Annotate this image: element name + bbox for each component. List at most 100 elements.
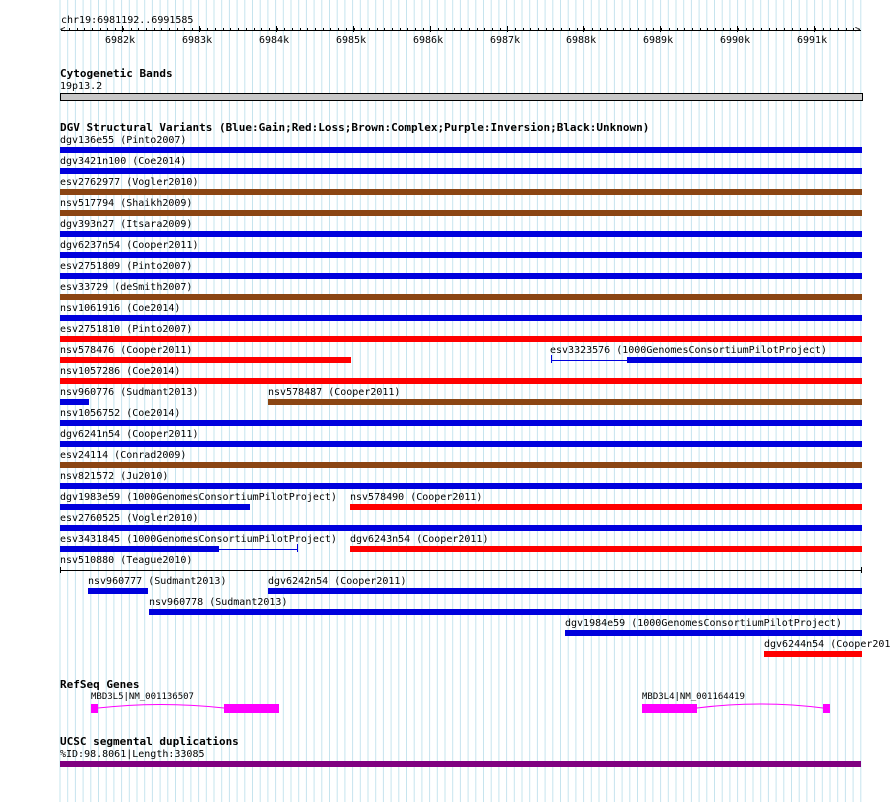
dgv-feature-label[interactable]: nsv578490 (Cooper2011) (350, 492, 483, 503)
dgv-feature-label[interactable]: esv2760525 (Vogler2010) (60, 513, 199, 524)
ruler-tick-label: 6984k (259, 35, 290, 46)
ruler-major-tick (122, 26, 123, 32)
dgv-feature-label[interactable]: esv33729 (deSmith2007) (60, 282, 193, 293)
gene-label-mbd3l4[interactable]: MBD3L4|NM_001164419 (642, 692, 745, 702)
dgv-feature-bar[interactable] (60, 252, 862, 258)
dgv-feature-label[interactable]: nsv960777 (Sudmant2013) (88, 576, 227, 587)
dgv-feature-label[interactable]: dgv6241n54 (Cooper2011) (60, 429, 199, 440)
dgv-feature-bar[interactable] (565, 630, 862, 636)
dgv-feature-bar[interactable] (149, 609, 862, 615)
dgv-feature-bar[interactable] (60, 168, 862, 174)
ruler-minor-tick (154, 28, 155, 31)
dgv-feature-label[interactable]: nsv960776 (Sudmant2013) (60, 387, 199, 398)
ruler-minor-tick (200, 28, 201, 31)
dgv-feature-bar[interactable] (60, 357, 351, 363)
ruler-minor-tick (315, 28, 316, 31)
ruler-minor-tick (330, 28, 331, 31)
ruler-minor-tick (853, 28, 854, 31)
dgv-feature-label[interactable]: dgv3421n100 (Coe2014) (60, 156, 187, 167)
dgv-feature-bar[interactable] (60, 420, 862, 426)
dgv-feature-label[interactable]: esv24114 (Conrad2009) (60, 450, 187, 461)
dgv-feature-label[interactable]: nsv510880 (Teague2010) (60, 555, 193, 566)
dgv-feature-label[interactable]: esv2762977 (Vogler2010) (60, 177, 199, 188)
dgv-feature-bar[interactable] (60, 462, 862, 468)
ruler-minor-tick (769, 28, 770, 31)
gene-model-mbd3l4[interactable] (642, 703, 830, 713)
dgv-feature-label[interactable]: nsv1061916 (Coe2014) (60, 303, 181, 314)
ruler-minor-tick (169, 28, 170, 31)
ruler-minor-tick (638, 28, 639, 31)
dgv-feature-bar[interactable] (60, 399, 89, 405)
ruler-minor-tick (730, 28, 731, 31)
dgv-feature-bar[interactable] (764, 651, 862, 657)
dgv-feature-label[interactable]: esv2751809 (Pinto2007) (60, 261, 193, 272)
dgv-feature-label[interactable]: dgv393n27 (Itsara2009) (60, 219, 193, 230)
dgv-feature-label[interactable]: dgv6244n54 (Cooper2011) (764, 639, 890, 650)
ruler-right-arrow: > (855, 25, 861, 35)
ruler-minor-tick (838, 28, 839, 31)
ruler-minor-tick (784, 28, 785, 31)
ruler-minor-tick (238, 28, 239, 31)
ruler-minor-tick (669, 28, 670, 31)
dgv-feature-label[interactable]: esv2751810 (Pinto2007) (60, 324, 193, 335)
ruler-minor-tick (607, 28, 608, 31)
dgv-feature-bar[interactable] (60, 147, 862, 153)
gene-model-mbd3l5[interactable] (91, 704, 279, 713)
dgv-feature-label[interactable]: esv3431845 (1000GenomesConsortiumPilotPr… (60, 534, 337, 545)
ruler-minor-tick (538, 28, 539, 31)
ruler-minor-tick (530, 28, 531, 31)
dgv-feature-bar[interactable] (60, 483, 862, 489)
ruler-minor-tick (523, 28, 524, 31)
gene-intron-mbd3l4 (696, 703, 824, 709)
gene-exon-mbd3l5-1 (91, 704, 98, 713)
dgv-feature-bar[interactable] (268, 588, 862, 594)
dgv-feature-label[interactable]: nsv1056752 (Coe2014) (60, 408, 181, 419)
ruler-minor-tick (469, 28, 470, 31)
dgv-feature-bar[interactable] (268, 399, 862, 405)
dgv-feature-bar[interactable] (88, 588, 148, 594)
ruler-minor-tick (584, 28, 585, 31)
dgv-feature-bar[interactable] (350, 504, 862, 510)
dgv-feature-bar[interactable] (60, 189, 862, 195)
dgv-feature-label[interactable]: dgv6242n54 (Cooper2011) (268, 576, 407, 587)
dgv-title: DGV Structural Variants (Blue:Gain;Red:L… (60, 121, 650, 134)
ruler-minor-tick (446, 28, 447, 31)
dgv-feature-label[interactable]: esv3323576 (1000GenomesConsortiumPilotPr… (550, 345, 827, 356)
dgv-feature-label[interactable]: dgv6243n54 (Cooper2011) (350, 534, 489, 545)
dgv-feature-label[interactable]: nsv578487 (Cooper2011) (268, 387, 401, 398)
dgv-feature-label[interactable]: dgv136e55 (Pinto2007) (60, 135, 187, 146)
dgv-feature-bar[interactable] (60, 441, 862, 447)
dgv-feature-bar[interactable] (60, 315, 862, 321)
dgv-feature-label[interactable]: dgv6237n54 (Cooper2011) (60, 240, 199, 251)
dgv-feature-label[interactable]: nsv578476 (Cooper2011) (60, 345, 193, 356)
gene-label-mbd3l5[interactable]: MBD3L5|NM_001136507 (91, 692, 194, 702)
dgv-feature-bar[interactable] (60, 546, 219, 552)
dgv-feature-bar[interactable] (60, 294, 862, 300)
dgv-feature-bar[interactable] (60, 336, 862, 342)
ruler-minor-tick (377, 28, 378, 31)
dgv-feature-label[interactable]: dgv1984e59 (1000GenomesConsortiumPilotPr… (565, 618, 842, 629)
ruler-minor-tick (776, 28, 777, 31)
dgv-feature-bar[interactable] (627, 357, 862, 363)
dgv-feature-label[interactable]: nsv1057286 (Coe2014) (60, 366, 181, 377)
ruler-tick-label: 6987k (490, 35, 521, 46)
dgv-feature-bar[interactable] (60, 378, 862, 384)
dgv-feature-bar[interactable] (60, 210, 862, 216)
ruler-tick-label: 6991k (797, 35, 828, 46)
dgv-feature-bar[interactable] (60, 570, 862, 571)
dgv-feature-label[interactable]: nsv821572 (Ju2010) (60, 471, 169, 482)
ruler-minor-tick (700, 28, 701, 31)
dgv-feature-bar[interactable] (60, 525, 862, 531)
dgv-feature-bar[interactable] (350, 546, 862, 552)
cytoband-bar[interactable] (60, 93, 863, 101)
dgv-feature-label[interactable]: nsv517794 (Shaikh2009) (60, 198, 193, 209)
gene-exon-mbd3l4-2 (823, 704, 830, 713)
dgv-feature-label[interactable]: dgv1983e59 (1000GenomesConsortiumPilotPr… (60, 492, 337, 503)
ruler-minor-tick (115, 28, 116, 31)
dgv-feature-bar[interactable] (60, 504, 250, 510)
ruler-major-tick (353, 26, 354, 32)
dgv-feature-label[interactable]: nsv960778 (Sudmant2013) (149, 597, 288, 608)
dgv-feature-bar[interactable] (60, 273, 862, 279)
dgv-feature-bar[interactable] (60, 231, 862, 237)
segdup-bar[interactable] (60, 761, 861, 767)
